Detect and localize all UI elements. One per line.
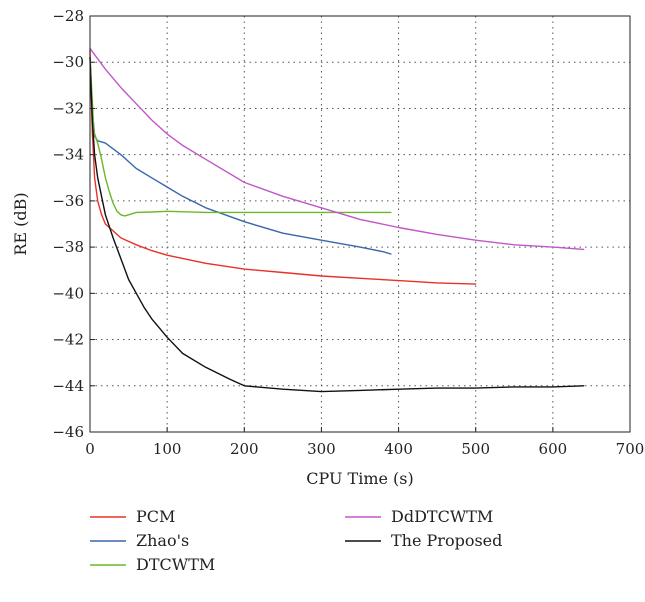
x-axis-label: CPU Time (s) — [306, 469, 414, 488]
x-tick-label: 400 — [384, 440, 413, 458]
series-line-3 — [89, 47, 585, 251]
x-tick-label: 0 — [85, 440, 95, 458]
x-tick-label: 600 — [539, 440, 568, 458]
y-tick-label: −36 — [52, 192, 84, 210]
legend-label-0: PCM — [136, 507, 175, 526]
axis-ticks: 0 100 200 300 400 500 600 700 −28 −30 −32 −34 −36 −38… — [52, 7, 644, 458]
y-tick-label: −32 — [52, 99, 84, 117]
series-line-0 — [89, 50, 477, 285]
x-tick-label: 200 — [230, 440, 259, 458]
plot-frame — [89, 15, 631, 433]
legend-label-2: DTCWTM — [136, 555, 215, 574]
series-line-2 — [89, 56, 392, 217]
y-tick-label: −40 — [52, 284, 84, 302]
series-line-1 — [89, 56, 392, 255]
y-tick-label: −34 — [52, 146, 84, 164]
series-line-4 — [89, 56, 585, 393]
legend-label-3: DdDTCWTM — [391, 507, 493, 526]
y-tick-label: −38 — [52, 238, 84, 256]
x-tick-label: 100 — [153, 440, 182, 458]
y-tick-label: −44 — [52, 377, 84, 395]
legend-label-1: Zhao's — [136, 531, 189, 550]
y-axis-label: RE (dB) — [11, 192, 30, 255]
x-tick-label: 700 — [616, 440, 645, 458]
series-lines — [89, 47, 585, 393]
y-tick-label: −46 — [52, 423, 84, 441]
y-tick-label: −42 — [52, 331, 84, 349]
x-tick-label: 300 — [307, 440, 336, 458]
grid — [90, 16, 630, 432]
y-tick-label: −30 — [52, 53, 84, 71]
legend: PCM Zhao's DTCWTM DdDTCWTM The Proposed — [90, 507, 502, 574]
x-tick-label: 500 — [461, 440, 490, 458]
y-tick-label: −28 — [52, 7, 84, 25]
legend-label-4: The Proposed — [391, 531, 502, 550]
